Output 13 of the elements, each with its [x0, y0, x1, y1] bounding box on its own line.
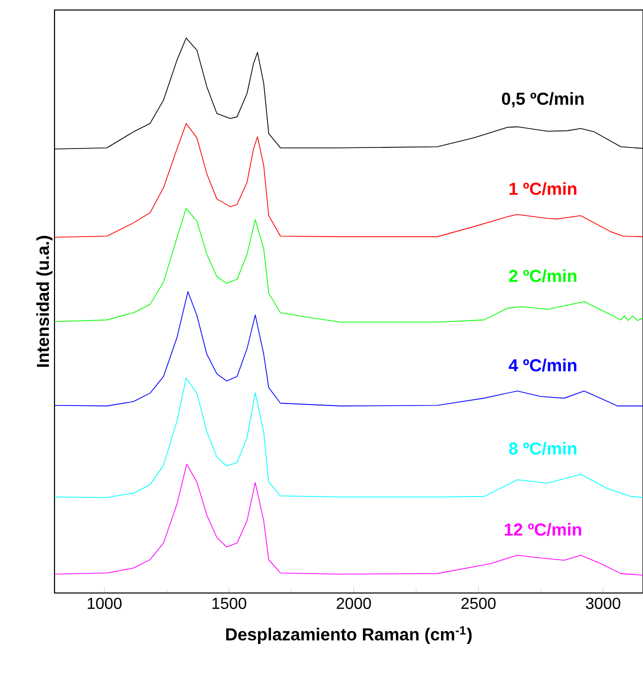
series-label: 4 ºC/min — [508, 358, 576, 372]
series-label: 0,5 ºC/min — [502, 92, 584, 108]
x-axis-title: Desplazamiento Raman (cm$^{-1}$) — [226, 626, 472, 644]
series-label: 1 ºC/min — [510, 182, 576, 196]
x-tick-label: 1500 — [212, 598, 246, 610]
x-tick-label: 1000 — [88, 598, 122, 610]
series-label: 2 ºC/min — [509, 269, 576, 282]
x-tick-label: 3000 — [586, 598, 620, 610]
series-label: 8 ºC/min — [509, 442, 576, 455]
series-label: 12 ºC/min — [504, 522, 582, 536]
x-tick-label: 2000 — [336, 598, 371, 610]
y-axis-title: Intensidad (u.a.) — [36, 236, 52, 367]
x-tick-label: 2500 — [461, 598, 496, 610]
